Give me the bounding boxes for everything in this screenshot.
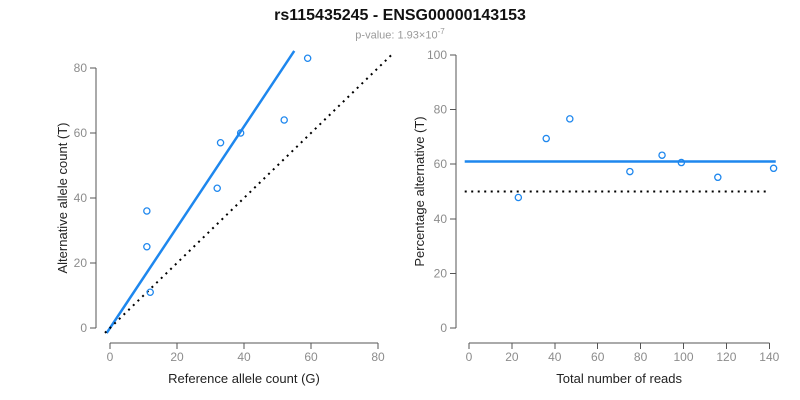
y-tick-label: 40 bbox=[434, 212, 448, 226]
y-axis-title: Percentage alternative (T) bbox=[412, 116, 427, 266]
data-point bbox=[280, 116, 288, 124]
p-value-text: p-value: 1.93×10 bbox=[355, 29, 438, 42]
x-tick-label: 140 bbox=[759, 350, 779, 364]
y-tick-label: 20 bbox=[434, 266, 448, 280]
x-tick-label: 60 bbox=[591, 350, 605, 364]
x-tick-label: 0 bbox=[466, 350, 473, 364]
y-tick-label: 60 bbox=[74, 126, 88, 140]
y-axis-title: Alternative allele count (T) bbox=[55, 122, 70, 273]
y-tick-label: 0 bbox=[80, 321, 87, 335]
figure-title: rs115435245 - ENSG00000143153 bbox=[274, 7, 526, 24]
data-point bbox=[216, 138, 225, 147]
fit-line bbox=[105, 50, 296, 334]
data-point bbox=[542, 134, 550, 143]
data-point bbox=[213, 184, 221, 192]
y-tick-label: 0 bbox=[440, 321, 447, 335]
x-tick-label: 60 bbox=[304, 350, 318, 364]
data-point bbox=[236, 129, 245, 137]
data-point bbox=[769, 164, 778, 173]
x-tick-label: 0 bbox=[107, 350, 114, 364]
x-tick-label: 120 bbox=[716, 350, 736, 364]
data-point bbox=[143, 207, 151, 215]
y-tick-label: 20 bbox=[74, 256, 88, 270]
p-value-exponent: -7 bbox=[437, 27, 445, 36]
x-tick-label: 20 bbox=[170, 350, 184, 364]
data-point bbox=[626, 167, 634, 176]
y-tick-label: 40 bbox=[74, 191, 88, 205]
data-point bbox=[677, 158, 686, 167]
data-point bbox=[303, 54, 312, 63]
x-tick-label: 80 bbox=[371, 350, 385, 364]
identity-line bbox=[104, 54, 393, 334]
figure-subtitle: p-value: 1.93×10-7 bbox=[0, 27, 800, 42]
y-tick-label: 80 bbox=[74, 61, 88, 75]
data-point bbox=[566, 115, 574, 123]
data-point bbox=[514, 193, 523, 202]
y-tick-label: 60 bbox=[434, 157, 448, 171]
x-tick-label: 20 bbox=[505, 350, 519, 364]
data-point bbox=[146, 288, 154, 296]
x-tick-label: 40 bbox=[548, 350, 562, 364]
y-tick-label: 80 bbox=[434, 103, 448, 117]
data-point bbox=[714, 173, 722, 182]
data-point bbox=[143, 242, 151, 251]
x-tick-label: 100 bbox=[673, 350, 693, 364]
data-point bbox=[658, 151, 666, 159]
y-tick-label: 100 bbox=[427, 48, 447, 62]
x-tick-label: 80 bbox=[634, 350, 648, 364]
x-axis-title: Total number of reads bbox=[556, 371, 682, 386]
x-tick-label: 40 bbox=[237, 350, 251, 364]
x-axis-title: Reference allele count (G) bbox=[168, 371, 320, 386]
